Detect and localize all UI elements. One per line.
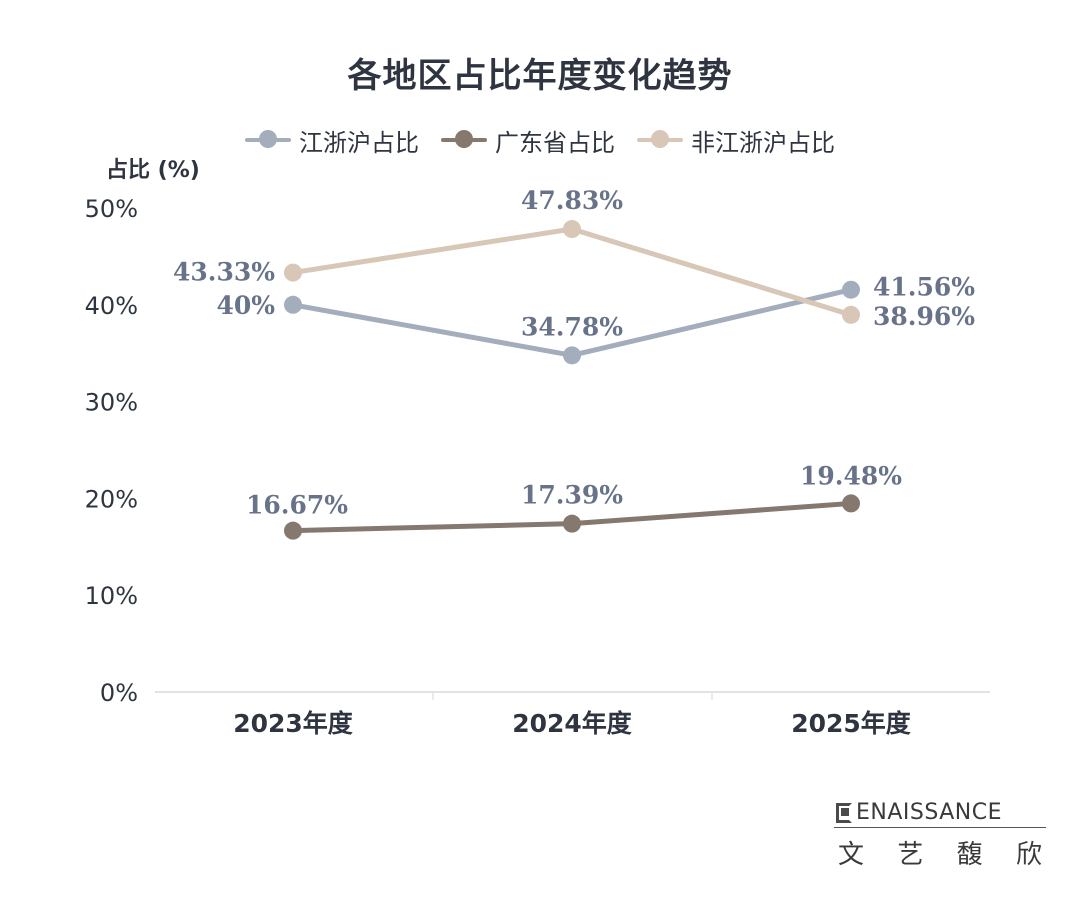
y-tick-label: 20% xyxy=(85,485,138,513)
data-label-non-jzh: 47.83% xyxy=(521,186,623,215)
data-point-jzh xyxy=(563,346,581,365)
data-point-non-jzh xyxy=(563,220,581,239)
data-point-non-jzh xyxy=(842,305,860,324)
legend-swatch-non-jzh xyxy=(637,130,683,150)
data-label-gd: 16.67% xyxy=(246,491,348,520)
renaissance-logo-icon xyxy=(834,802,854,824)
brand-char: 馥 xyxy=(956,840,983,870)
brand-logo-block: ENAISSANCE 文 艺 馥 欣 xyxy=(834,800,1046,871)
legend-item-jzh: 江浙沪占比 xyxy=(245,123,419,158)
data-point-gd xyxy=(563,514,581,533)
data-label-jzh: 40% xyxy=(216,291,275,320)
brand-name-en: ENAISSANCE xyxy=(856,800,1003,825)
legend-item-non-jzh: 非江浙沪占比 xyxy=(637,123,835,158)
legend-label-non-jzh: 非江浙沪占比 xyxy=(691,128,835,157)
data-point-jzh xyxy=(284,295,302,314)
legend-label-jzh: 江浙沪占比 xyxy=(299,128,419,157)
data-point-gd xyxy=(284,521,302,540)
brand-char: 欣 xyxy=(1015,840,1042,870)
legend-item-gd: 广东省占比 xyxy=(441,123,615,158)
y-tick-label: 30% xyxy=(85,389,138,417)
legend-swatch-gd xyxy=(441,130,487,150)
x-tick-label: 2025年度 xyxy=(791,709,911,738)
y-axis-label: 占比 (%) xyxy=(106,158,200,183)
y-tick-label: 50% xyxy=(85,195,138,223)
data-label-jzh: 41.56% xyxy=(873,273,975,302)
x-tick-label: 2023年度 xyxy=(233,709,353,738)
legend-label-gd: 广东省占比 xyxy=(495,128,615,157)
data-label-non-jzh: 38.96% xyxy=(873,302,975,331)
y-tick-label: 40% xyxy=(85,292,138,320)
data-label-gd: 17.39% xyxy=(521,481,623,510)
series-line-non-jzh xyxy=(290,226,854,318)
data-label-jzh: 34.78% xyxy=(521,312,623,341)
brand-name-cn: 文 艺 馥 欣 xyxy=(834,834,1046,871)
brand-char: 文 xyxy=(838,840,865,870)
chart-title: 各地区占比年度变化趋势 xyxy=(347,56,733,96)
y-tick-label: 10% xyxy=(85,582,138,610)
brand-char: 艺 xyxy=(897,840,924,870)
data-point-non-jzh xyxy=(284,263,302,282)
x-tick-label: 2024年度 xyxy=(512,709,632,738)
data-label-non-jzh: 43.33% xyxy=(173,258,275,287)
brand-wordmark: ENAISSANCE xyxy=(834,800,1046,828)
data-label-gd: 19.48% xyxy=(800,461,902,490)
data-point-jzh xyxy=(842,280,860,299)
legend-swatch-jzh xyxy=(245,130,291,150)
y-tick-label: 0% xyxy=(100,679,138,707)
legend: 江浙沪占比 广东省占比 非江浙沪占比 xyxy=(0,120,1080,160)
data-point-gd xyxy=(842,494,860,513)
